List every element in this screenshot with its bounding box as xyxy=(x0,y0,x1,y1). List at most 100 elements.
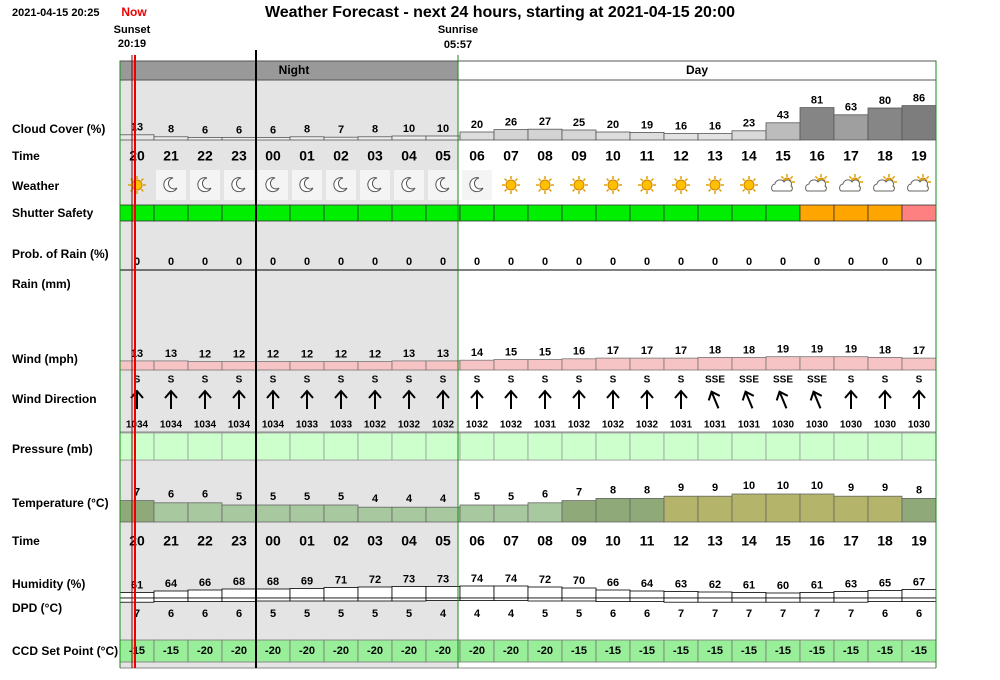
ccd-value: -20 xyxy=(197,645,213,657)
wind-arrow xyxy=(470,389,484,409)
wind-dir: S xyxy=(848,375,855,386)
sun-ray xyxy=(780,175,784,179)
ccd-value: -15 xyxy=(809,645,825,657)
weather-icon xyxy=(907,174,931,192)
weather-icon xyxy=(771,174,795,192)
dpd-value: 5 xyxy=(372,608,378,620)
shutter-cell xyxy=(391,204,427,222)
cloud-value: 20 xyxy=(607,119,619,131)
humidity-bar xyxy=(833,591,869,599)
hour: 08 xyxy=(537,148,553,164)
dpd-value: 6 xyxy=(610,608,616,620)
ccd-value: -20 xyxy=(469,645,485,657)
cloud-value: 10 xyxy=(437,123,449,135)
hour: 12 xyxy=(673,533,689,549)
temp-value: 8 xyxy=(916,484,922,496)
sun-disc xyxy=(675,179,687,191)
icon-box xyxy=(428,170,458,200)
temp-bar xyxy=(221,504,257,523)
hour: 05 xyxy=(435,148,451,164)
humidity-value: 66 xyxy=(607,577,619,589)
icon-box xyxy=(224,170,254,200)
hour: 19 xyxy=(911,148,927,164)
temp-bar xyxy=(425,506,461,523)
hour: 22 xyxy=(197,533,213,549)
wind-arrow xyxy=(640,389,654,409)
rain-prob: 0 xyxy=(848,256,854,268)
row-label: Humidity (%) xyxy=(12,577,85,591)
wind-value: 12 xyxy=(335,349,347,361)
hour: 17 xyxy=(843,533,859,549)
sun-disc xyxy=(505,179,517,191)
row-label: Cloud Cover (%) xyxy=(12,122,105,136)
humidity-value: 74 xyxy=(505,573,518,585)
cloud-bar xyxy=(527,128,563,141)
cloud-bar xyxy=(221,137,257,141)
sun-ray xyxy=(616,188,620,192)
wind-bar xyxy=(901,357,937,371)
humidity-bar xyxy=(867,590,903,599)
humidity-bar xyxy=(629,590,665,599)
wind-dir: S xyxy=(576,375,583,386)
wind-arrow xyxy=(912,389,926,409)
wind-dir: SSE xyxy=(807,375,827,386)
cloud-bar xyxy=(391,135,427,141)
temp-value: 7 xyxy=(134,487,140,499)
wind-value: 13 xyxy=(403,348,415,360)
temp-value: 5 xyxy=(508,491,514,503)
row-label: Wind Direction xyxy=(12,392,97,406)
wind-arrow xyxy=(775,390,789,409)
cloud-value: 63 xyxy=(845,102,857,114)
cloud-bar xyxy=(323,136,359,141)
cloud-value: 6 xyxy=(202,125,208,137)
wind-value: 12 xyxy=(267,349,279,361)
sun-ray xyxy=(916,175,920,179)
ccd-value: -20 xyxy=(333,645,349,657)
humidity-value: 71 xyxy=(335,574,347,586)
hour: 06 xyxy=(469,148,485,164)
wind-arrow xyxy=(164,389,178,409)
row-label: Temperature (°C) xyxy=(12,496,109,510)
wind-arrow xyxy=(809,390,823,409)
cloud-value: 27 xyxy=(539,116,551,128)
icon-box xyxy=(292,170,322,200)
wind-bar xyxy=(697,356,733,371)
weather-icon xyxy=(258,170,288,200)
wind-bar xyxy=(527,359,563,371)
wind-value: 13 xyxy=(165,348,177,360)
wind-dir: S xyxy=(882,375,889,386)
dpd-value: 5 xyxy=(406,608,412,620)
arrow xyxy=(402,389,416,409)
wind-arrow xyxy=(572,389,586,409)
temp-value: 8 xyxy=(610,484,616,496)
humidity-bar xyxy=(459,585,495,599)
wind-value: 19 xyxy=(845,344,857,356)
wind-dir: S xyxy=(338,375,345,386)
sun-ray xyxy=(650,178,654,182)
wind-dir: S xyxy=(474,375,481,386)
wind-dir: S xyxy=(916,375,923,386)
dpd-bar xyxy=(833,597,869,603)
hour: 13 xyxy=(707,533,723,549)
temp-bar xyxy=(119,500,155,523)
hour: 18 xyxy=(877,148,893,164)
hour: 20 xyxy=(129,533,145,549)
humidity-value: 68 xyxy=(233,576,245,588)
sun-disc xyxy=(607,179,619,191)
rain-prob: 0 xyxy=(236,256,242,268)
dpd-bar xyxy=(357,597,393,602)
wind-value: 18 xyxy=(743,344,755,356)
dpd-value: 6 xyxy=(644,608,650,620)
wind-value: 17 xyxy=(675,345,687,357)
humidity-bar xyxy=(357,586,393,599)
temp-bar xyxy=(833,495,869,523)
wind-bar xyxy=(731,356,767,371)
cloud-value: 23 xyxy=(743,118,755,130)
dpd-value: 4 xyxy=(440,608,447,620)
pressure-value: 1034 xyxy=(194,420,217,431)
moon xyxy=(435,177,450,193)
arrow xyxy=(198,389,212,409)
temp-value: 5 xyxy=(236,491,242,503)
shutter-cell xyxy=(595,204,631,222)
dpd-value: 5 xyxy=(542,608,548,620)
